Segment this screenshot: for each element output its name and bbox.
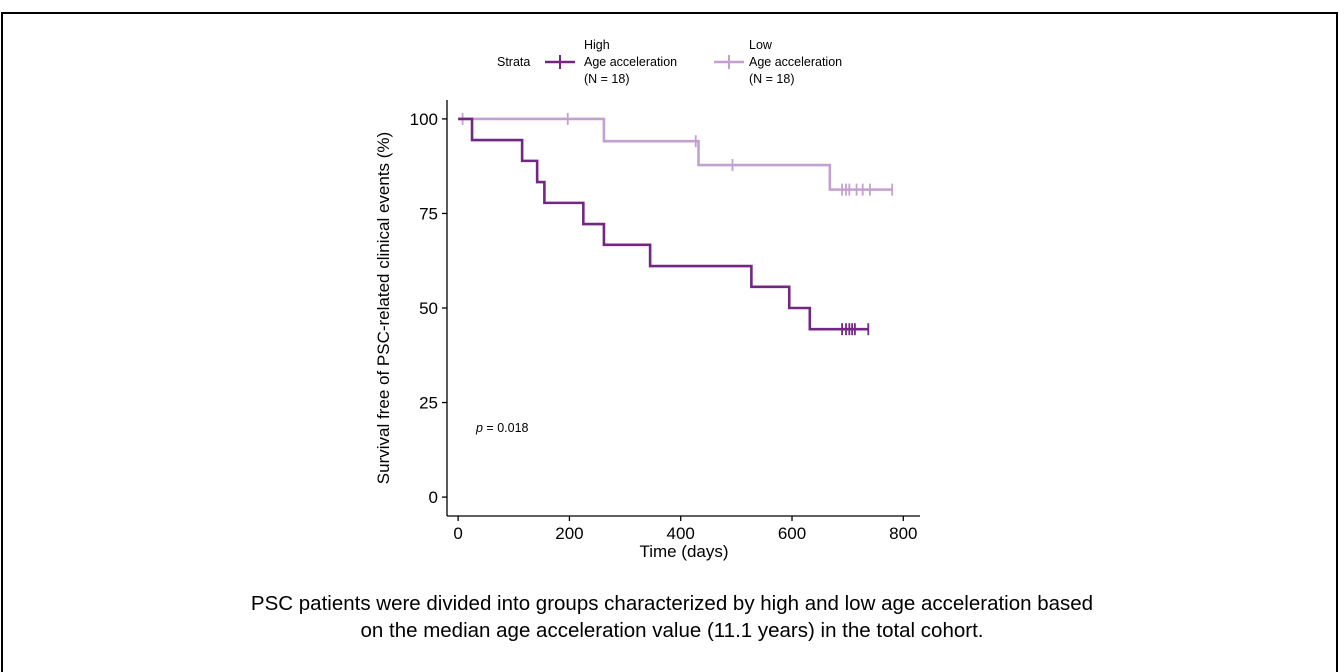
x-axis-ticks: 0 200 400 600 800 xyxy=(453,516,917,543)
x-tick-label-0: 0 xyxy=(453,524,462,543)
legend-label-low-2: Age acceleration xyxy=(749,55,842,69)
y-tick-label-100: 100 xyxy=(410,110,438,129)
km-chart: Strata High Age acceleration (N = 18) Lo… xyxy=(374,38,920,561)
y-tick-label-50: 50 xyxy=(419,299,438,318)
legend-label-high-3: (N = 18) xyxy=(584,72,630,86)
x-tick-label-400: 400 xyxy=(667,524,695,543)
legend-title: Strata xyxy=(497,55,530,69)
legend-item-low: Low Age acceleration (N = 18) xyxy=(714,38,842,86)
y-tick-label-25: 25 xyxy=(419,394,438,413)
legend-label-high-2: Age acceleration xyxy=(584,55,677,69)
km-curve-high xyxy=(458,117,869,331)
figure-frame xyxy=(1,12,1338,672)
x-tick-label-800: 800 xyxy=(889,524,917,543)
legend-item-high: High Age acceleration (N = 18) xyxy=(545,38,677,86)
y-axis-ticks: 0 25 50 75 100 xyxy=(410,110,447,507)
y-axis-label: Survival free of PSC-related clinical ev… xyxy=(374,132,393,484)
x-tick-label-200: 200 xyxy=(555,524,583,543)
p-value-annotation: p = 0.018 xyxy=(475,421,529,435)
legend-label-high-1: High xyxy=(584,38,610,52)
x-axis-label: Time (days) xyxy=(639,542,728,561)
y-tick-label-0: 0 xyxy=(429,488,438,507)
caption-line-2: on the median age acceleration value (11… xyxy=(360,619,984,642)
y-tick-label-75: 75 xyxy=(419,204,438,223)
series-layer xyxy=(458,112,894,336)
p-symbol: p xyxy=(475,421,483,435)
p-value: = 0.018 xyxy=(483,421,529,435)
caption-line-1: PSC patients were divided into groups ch… xyxy=(250,592,1094,615)
x-tick-label-600: 600 xyxy=(778,524,806,543)
legend-label-low-3: (N = 18) xyxy=(749,72,795,86)
km-curve-low xyxy=(458,117,893,191)
legend-label-low-1: Low xyxy=(749,38,773,52)
legend: Strata High Age acceleration (N = 18) Lo… xyxy=(497,38,842,86)
